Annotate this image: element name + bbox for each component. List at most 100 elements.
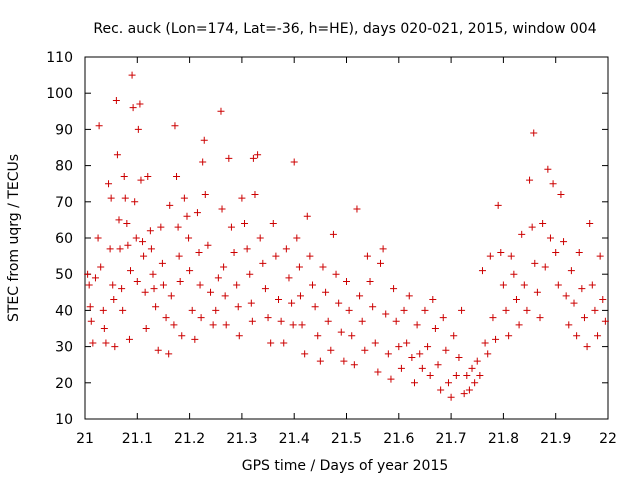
y-tick-label: 60	[55, 231, 73, 247]
data-point	[235, 332, 243, 340]
data-point	[246, 270, 254, 278]
data-point	[89, 339, 97, 347]
data-point	[447, 393, 455, 401]
data-point	[403, 339, 411, 347]
data-point	[484, 350, 492, 358]
data-point	[193, 209, 201, 217]
data-point	[298, 321, 306, 329]
data-point	[458, 306, 466, 314]
data-point	[272, 252, 280, 260]
y-tick-label: 100	[46, 86, 73, 102]
data-point	[460, 390, 468, 398]
data-point	[267, 339, 275, 347]
data-point	[157, 223, 165, 231]
data-point	[259, 259, 267, 267]
data-point	[309, 281, 317, 289]
data-point	[573, 332, 581, 340]
data-point	[105, 180, 113, 188]
data-point	[570, 299, 578, 307]
data-point	[174, 223, 182, 231]
data-point	[382, 310, 390, 318]
data-point	[358, 317, 366, 325]
data-point	[353, 205, 361, 213]
data-point	[86, 303, 94, 311]
data-point	[554, 281, 562, 289]
data-point	[350, 361, 358, 369]
y-tick-label: 70	[55, 195, 73, 211]
data-point	[476, 372, 484, 380]
data-point	[238, 194, 246, 202]
data-point	[107, 194, 115, 202]
data-point	[306, 252, 314, 260]
data-point	[303, 212, 311, 220]
y-tick-label: 80	[55, 159, 73, 175]
data-point	[97, 263, 105, 271]
data-point	[486, 252, 494, 260]
data-point	[549, 180, 557, 188]
data-point	[119, 306, 127, 314]
data-point	[113, 151, 121, 159]
data-point	[546, 234, 554, 242]
data-point	[567, 267, 575, 275]
data-point	[170, 321, 178, 329]
data-point	[116, 245, 124, 253]
data-point	[102, 339, 110, 347]
data-point	[533, 288, 541, 296]
data-point	[243, 245, 251, 253]
data-point	[596, 252, 604, 260]
data-point	[413, 321, 421, 329]
data-point	[197, 314, 205, 322]
data-point	[111, 343, 119, 351]
data-point	[199, 158, 207, 166]
data-point	[371, 339, 379, 347]
data-point	[207, 288, 215, 296]
data-point	[444, 379, 452, 387]
data-point	[575, 248, 583, 256]
data-point	[497, 248, 505, 256]
data-point	[442, 346, 450, 354]
data-point	[230, 248, 238, 256]
data-point	[94, 234, 102, 242]
data-point	[337, 328, 345, 336]
data-point	[478, 267, 486, 275]
data-point	[523, 306, 531, 314]
data-point	[144, 172, 152, 180]
data-point	[115, 216, 123, 224]
data-point	[200, 136, 208, 144]
data-point	[526, 176, 534, 184]
data-point	[343, 277, 350, 285]
data-point	[288, 299, 296, 307]
data-point	[552, 248, 560, 256]
data-point	[137, 176, 145, 184]
data-point	[109, 281, 117, 289]
x-tick-label: 21.6	[383, 431, 414, 447]
data-point	[379, 245, 387, 253]
x-tick-label: 21.2	[174, 431, 205, 447]
data-point	[384, 350, 392, 358]
data-point	[191, 335, 199, 343]
data-point	[150, 285, 158, 293]
x-tick-label: 21.4	[279, 431, 310, 447]
y-tick-label: 40	[55, 303, 73, 319]
data-point	[507, 252, 515, 260]
data-point	[112, 96, 120, 104]
data-point	[214, 274, 222, 282]
data-point	[121, 194, 129, 202]
data-point	[335, 299, 343, 307]
data-point	[128, 71, 136, 79]
data-point	[397, 364, 405, 372]
data-point	[123, 220, 131, 228]
data-point	[418, 364, 426, 372]
data-point	[152, 303, 160, 311]
data-point	[275, 296, 283, 304]
data-point	[149, 270, 157, 278]
data-point	[159, 281, 167, 289]
data-point	[465, 386, 473, 394]
data-point	[196, 281, 204, 289]
data-point	[132, 234, 140, 242]
data-point	[264, 314, 272, 322]
data-point	[173, 172, 181, 180]
data-point	[209, 321, 217, 329]
data-point	[541, 263, 549, 271]
data-point	[227, 223, 235, 231]
